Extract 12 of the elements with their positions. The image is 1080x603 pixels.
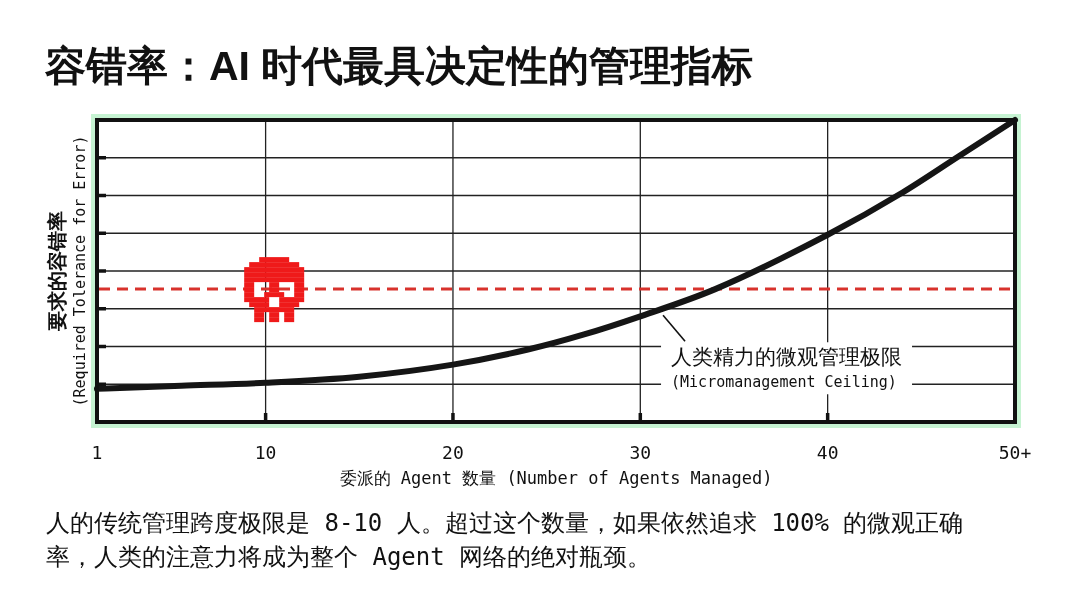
title: 容错率：AI 时代最具决定性的管理指标 [45,43,754,89]
x-tick-label: 10 [254,442,277,463]
y-axis-label: (Required Tolerance for Error) [71,135,89,407]
annotation: 人的传统管理跨度极限是 8-10 人。超过这个数量，如果依然追求 100% 的微观正确率，人类的注意力将成为整个 Agent 网络的绝对瓶颈。 [46,508,965,573]
x-tick-label: 20 [442,442,464,463]
x-axis-label: 委派的 Agent 数量 (Number of Agents Managed) [339,468,773,488]
y-axis-label: 要求的容错率 [45,211,69,331]
x-tick-label: 30 [629,442,652,463]
x-tick-label: 50+ [998,442,1032,463]
x-tick-label: 40 [816,442,839,463]
annotation: 人类精力的微观管理极限 (Micromanagement Ceiling) [671,345,903,392]
x-tick-label: 1 [91,442,103,463]
